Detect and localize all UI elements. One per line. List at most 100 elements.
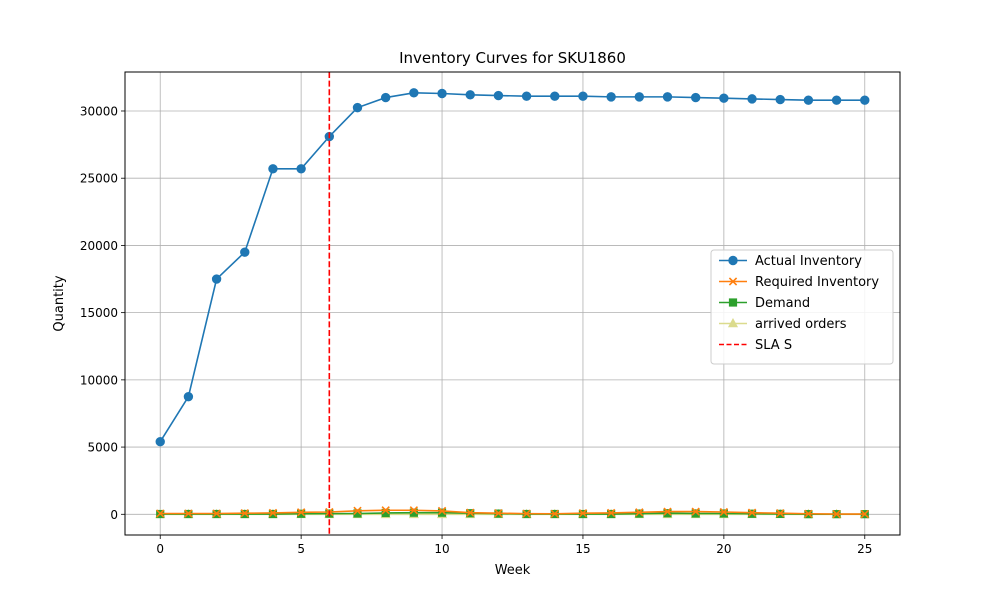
data-point-required-inventory — [212, 509, 221, 518]
data-point-required-inventory — [832, 509, 841, 519]
data-point-required-inventory-stroke-b — [494, 509, 503, 518]
data-point-required-inventory — [776, 509, 785, 518]
legend-marker-required-inventory-stroke-b — [728, 277, 738, 286]
data-point-required-inventory-stroke-b — [832, 509, 841, 519]
data-point-actual-inventory — [155, 437, 165, 447]
chart-title: Inventory Curves for SKU1860 — [399, 49, 626, 67]
data-point-required-inventory-stroke-b — [804, 509, 813, 518]
data-point-required-inventory-stroke-b — [522, 509, 531, 518]
data-point-required-inventory — [381, 506, 390, 515]
data-point-actual-inventory — [240, 247, 250, 257]
data-point-actual-inventory — [747, 94, 757, 104]
data-point-required-inventory-stroke-b — [747, 508, 757, 517]
data-point-actual-inventory — [465, 90, 475, 100]
data-point-required-inventory — [860, 509, 869, 519]
data-point-demand — [691, 509, 700, 518]
data-point-required-inventory — [156, 509, 165, 518]
data-point-required-inventory — [550, 509, 559, 518]
data-point-required-inventory-stroke-b — [776, 509, 785, 518]
data-point-required-inventory-stroke-b — [578, 509, 588, 518]
legend-marker-actual-inventory — [728, 255, 738, 266]
legend-marker-demand — [728, 298, 738, 307]
data-point-actual-inventory — [634, 92, 645, 102]
legend-item-arrived-orders: arrived orders — [719, 317, 847, 332]
legend-item-demand: Demand — [719, 296, 810, 311]
x-tick-label: 5 — [297, 542, 305, 556]
data-point-required-inventory — [578, 509, 588, 518]
data-point-actual-inventory — [831, 95, 842, 105]
data-point-demand — [437, 508, 447, 517]
legend-marker-arrived-orders — [727, 317, 739, 328]
data-point-required-inventory — [296, 508, 306, 517]
data-point-required-inventory-stroke-b — [466, 508, 475, 517]
legend-marker-required-inventory — [728, 277, 738, 286]
legend: Actual Inventory Required Inventory Demand… — [710, 249, 894, 365]
y-tick-label: 10000 — [80, 373, 118, 387]
legend-box — [710, 249, 894, 365]
data-point-required-inventory-stroke-b — [437, 506, 447, 516]
x-tick-label: 20 — [716, 542, 731, 556]
y-tick-label: 30000 — [80, 104, 118, 118]
x-tick-label: 25 — [857, 542, 872, 556]
data-point-required-inventory — [747, 508, 757, 517]
data-point-required-inventory-stroke-b — [635, 508, 644, 517]
data-point-actual-inventory — [719, 93, 729, 103]
data-point-required-inventory-stroke-b — [409, 506, 419, 515]
legend-label-sla-s: SLA S — [755, 338, 792, 353]
legend-item-actual-inventory: Actual Inventory — [719, 254, 862, 269]
legend-item-required-inventory: Required Inventory — [719, 275, 879, 290]
y-axis-label: Quantity — [52, 275, 67, 331]
legend-label-demand: Demand — [755, 296, 810, 311]
data-point-required-inventory-stroke-b — [240, 509, 249, 518]
data-point-required-inventory — [606, 508, 616, 518]
data-point-actual-inventory — [437, 88, 447, 99]
data-point-actual-inventory — [352, 102, 363, 113]
data-point-required-inventory-stroke-b — [212, 509, 221, 518]
data-point-required-inventory-stroke-b — [860, 509, 869, 519]
data-point-required-inventory-stroke-b — [663, 507, 672, 516]
data-point-required-inventory — [663, 507, 672, 516]
legend-item-sla-s: SLA S — [719, 338, 792, 353]
data-point-required-inventory — [635, 508, 644, 517]
data-point-actual-inventory — [662, 92, 673, 102]
data-point-demand — [409, 508, 418, 517]
data-point-required-inventory — [804, 509, 813, 518]
data-point-actual-inventory — [409, 88, 419, 98]
x-tick-label: 15 — [575, 542, 590, 556]
y-tick-label: 15000 — [80, 306, 118, 320]
plot-frame — [124, 71, 901, 536]
y-tick-label: 20000 — [80, 239, 118, 253]
data-point-actual-inventory — [268, 164, 278, 174]
data-point-required-inventory — [437, 506, 447, 516]
data-point-actual-inventory — [211, 274, 222, 284]
data-point-required-inventory — [522, 509, 531, 518]
data-point-actual-inventory — [183, 391, 194, 402]
series-line-required-inventory — [160, 509, 865, 515]
y-tick-label: 5000 — [87, 441, 118, 455]
legend-label-arrived-orders: arrived orders — [755, 317, 847, 332]
data-point-required-inventory — [719, 507, 729, 517]
x-tick-label: 10 — [434, 542, 449, 556]
data-point-actual-inventory — [775, 94, 785, 105]
data-point-actual-inventory — [296, 164, 306, 174]
data-point-actual-inventory — [606, 92, 616, 102]
data-point-required-inventory-stroke-b — [381, 506, 390, 515]
data-point-required-inventory — [494, 509, 503, 518]
data-point-required-inventory-stroke-b — [156, 509, 165, 518]
data-point-required-inventory-stroke-b — [606, 508, 616, 518]
data-point-required-inventory-stroke-b — [550, 509, 559, 518]
y-tick-label: 25000 — [80, 172, 118, 186]
data-point-demand — [635, 509, 644, 518]
legend-label-actual-inventory: Actual Inventory — [755, 254, 862, 269]
data-point-required-inventory-stroke-b — [268, 508, 278, 518]
data-point-actual-inventory — [380, 92, 391, 103]
data-point-required-inventory — [691, 507, 700, 516]
x-tick-label: 0 — [156, 542, 164, 556]
data-point-actual-inventory — [493, 90, 504, 101]
data-point-required-inventory — [466, 508, 475, 517]
data-point-required-inventory — [409, 506, 419, 515]
x-axis-label: Week — [495, 563, 531, 578]
data-point-actual-inventory — [690, 92, 701, 103]
data-point-required-inventory-stroke-b — [184, 509, 193, 518]
data-point-required-inventory-stroke-b — [296, 508, 306, 517]
